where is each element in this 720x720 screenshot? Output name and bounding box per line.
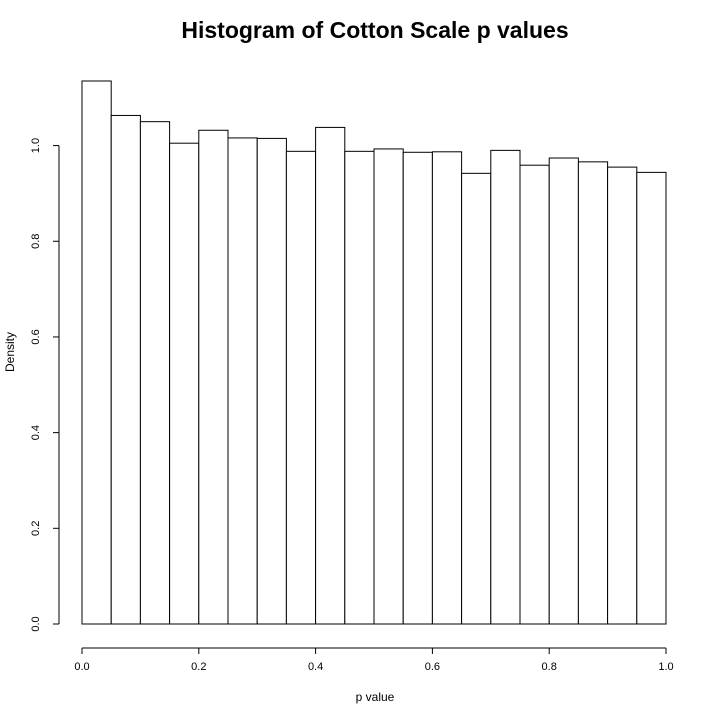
histogram-bar bbox=[81, 80, 112, 625]
y-tick-label: 1.0 bbox=[30, 138, 42, 153]
x-tick-label: 1.0 bbox=[658, 661, 673, 673]
histogram-bar bbox=[227, 137, 258, 625]
x-axis: 0.0 0.2 0.4 0.6 0.8 1.0 bbox=[74, 647, 674, 673]
y-tick-label: 0.8 bbox=[30, 234, 42, 249]
x-axis-label: p value bbox=[356, 690, 395, 704]
histogram-bar bbox=[431, 151, 463, 625]
histogram-bar bbox=[344, 150, 375, 625]
x-tick-label: 0.0 bbox=[74, 661, 89, 673]
x-tick-label: 0.2 bbox=[191, 661, 206, 673]
x-tick-label: 0.6 bbox=[425, 661, 440, 673]
histogram-bar bbox=[169, 142, 200, 625]
histogram-bar bbox=[519, 164, 550, 625]
y-tick-label: 0.4 bbox=[30, 425, 42, 440]
bars-group bbox=[81, 80, 667, 625]
histogram-bar bbox=[402, 151, 433, 625]
histogram-bar bbox=[577, 161, 609, 625]
histogram-bar bbox=[285, 150, 317, 625]
histogram-bar bbox=[315, 126, 346, 625]
histogram-bar bbox=[607, 166, 638, 625]
histogram-bar bbox=[636, 171, 667, 625]
histogram-bar bbox=[198, 129, 229, 625]
y-axis-label: Density bbox=[3, 332, 17, 372]
y-tick-label: 0.2 bbox=[30, 521, 42, 536]
histogram-bar bbox=[548, 157, 579, 625]
histogram-bar bbox=[490, 149, 521, 625]
y-tick-label: 0.6 bbox=[30, 329, 42, 344]
y-tick-label: 0.0 bbox=[30, 616, 42, 631]
y-axis: 0.0 0.2 0.4 0.6 0.8 1.0 bbox=[30, 138, 60, 632]
histogram-bar bbox=[139, 121, 171, 625]
histogram-bar bbox=[461, 172, 492, 625]
chart-title: Histogram of Cotton Scale p values bbox=[181, 17, 568, 43]
x-tick-label: 0.8 bbox=[542, 661, 557, 673]
histogram-bar bbox=[256, 137, 287, 625]
histogram-bar bbox=[110, 114, 141, 625]
histogram-bar bbox=[373, 148, 404, 625]
x-tick-label: 0.4 bbox=[308, 661, 323, 673]
